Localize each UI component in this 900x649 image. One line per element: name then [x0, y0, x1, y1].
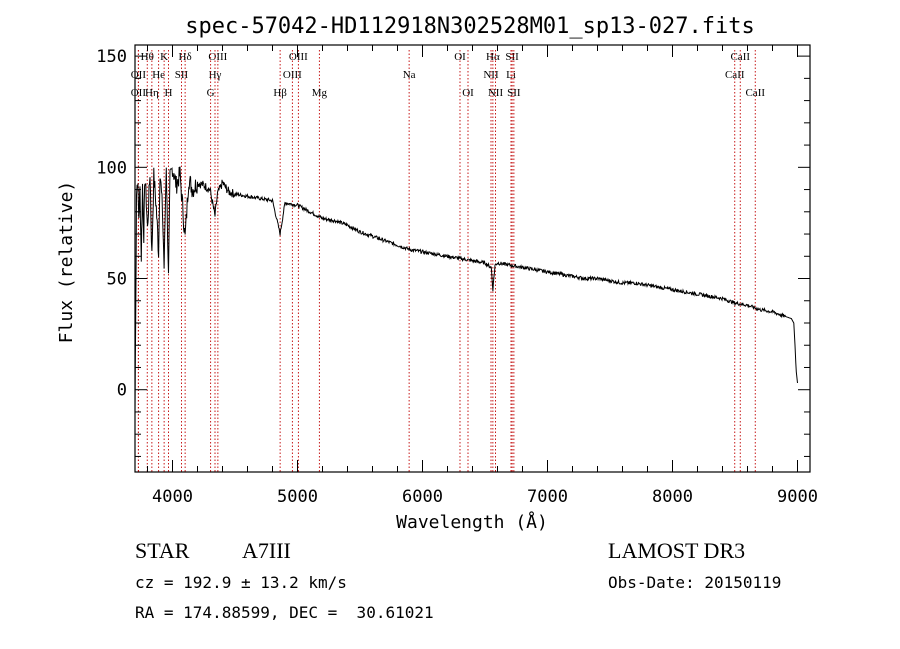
line-label: Hα [486, 51, 500, 63]
line-label: NII [488, 87, 504, 99]
line-label: Li [506, 69, 516, 81]
x-tick-label: 9000 [777, 487, 818, 507]
line-label: SII [507, 87, 521, 99]
line-label: SII [175, 69, 189, 81]
line-label: H [165, 87, 173, 99]
line-label: CaII [745, 87, 765, 99]
line-label: OIII [283, 69, 302, 81]
line-label: SII [505, 51, 519, 63]
survey-name: LAMOST DR3 [608, 538, 746, 563]
line-label: Hγ [209, 69, 222, 81]
line-label: Mg [312, 87, 328, 99]
object-class: STAR [135, 538, 190, 563]
line-label: Hβ [273, 87, 287, 99]
line-label: CaII [730, 51, 750, 63]
line-label: NII [483, 69, 499, 81]
plot-frame [134, 44, 811, 473]
x-tick-label: 4000 [152, 487, 193, 507]
y-tick-label: 150 [96, 47, 127, 67]
coordinates: RA = 174.88599, DEC = 30.61021 [135, 603, 434, 622]
line-label: OIII [208, 51, 227, 63]
y-tick-label: 0 [117, 381, 127, 401]
y-tick-label: 50 [107, 270, 127, 290]
line-label: OIII [289, 51, 308, 63]
x-axis-label: Wavelength (Å) [396, 511, 548, 533]
chart-title: spec-57042-HD112918N302528M01_sp13-027.f… [185, 14, 755, 39]
y-tick-label: 100 [96, 158, 127, 178]
y-axis-label: Flux (relative) [56, 181, 77, 344]
x-tick-label: 7000 [527, 487, 568, 507]
line-label: CaII [725, 69, 745, 81]
x-tick-label: 8000 [652, 487, 693, 507]
line-label: K [160, 51, 168, 63]
line-label: G [207, 87, 215, 99]
line-label: Na [403, 69, 416, 81]
line-label: OII [131, 87, 147, 99]
x-tick-label: 5000 [277, 487, 318, 507]
line-label: OI [462, 87, 474, 99]
x-tick-label: 6000 [402, 487, 443, 507]
spectrum-series [134, 166, 798, 413]
spectrum-line [134, 166, 798, 413]
line-label: Hη [145, 87, 159, 99]
line-label: Hθ [141, 51, 154, 63]
line-label: OI [454, 51, 466, 63]
axis-ticks: 4000 5000 6000 7000 8000 9000 0 50 100 150 [96, 45, 818, 507]
line-label: Hδ [179, 51, 192, 63]
redshift-text: cz = 192.9 ± 13.2 km/s [135, 573, 347, 592]
line-label: He [152, 69, 165, 81]
spectral-type: A7III [242, 538, 291, 563]
obs-date: Obs-Date: 20150119 [608, 573, 782, 592]
